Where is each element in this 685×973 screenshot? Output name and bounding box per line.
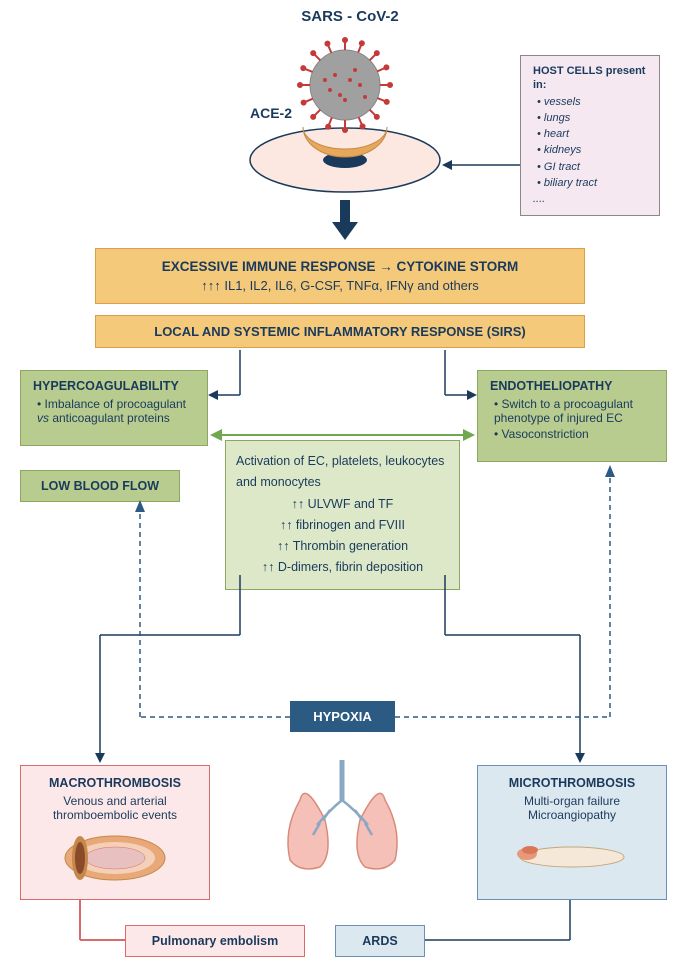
immune-response-detail: ↑↑↑ IL1, IL2, IL6, G-CSF, TNFα, IFNγ and… (106, 278, 574, 293)
micro-title: MICROTHROMBOSIS (490, 776, 654, 790)
activation-line: ↑↑ D-dimers, fibrin deposition (236, 557, 449, 578)
host-cells-item: vessels (537, 95, 647, 109)
host-cells-item: GI tract (537, 160, 647, 174)
hypercoagulability-box: HYPERCOAGULABILITY Imbalance of procoagu… (20, 370, 208, 446)
micro-line1: Multi-organ failure (490, 794, 654, 808)
host-cells-ellipsis: .... (533, 192, 647, 206)
host-cells-item: kidneys (537, 143, 647, 157)
hypercoag-item: Imbalance of procoagulant vs anticoagula… (37, 397, 195, 425)
sirs-box: LOCAL AND SYSTEMIC INFLAMMATORY RESPONSE… (95, 315, 585, 348)
macro-title: MACROTHROMBOSIS (33, 776, 197, 790)
vessel-icon (60, 830, 170, 885)
activation-line: ↑↑ fibrinogen and FVIII (236, 515, 449, 536)
hypercoag-title: HYPERCOAGULABILITY (33, 379, 195, 393)
microthrombosis-box: MICROTHROMBOSIS Multi-organ failure Micr… (477, 765, 667, 900)
ace2-label: ACE-2 (250, 105, 292, 121)
endothel-item: Vasoconstriction (494, 427, 654, 441)
lungs-icon (275, 745, 410, 875)
macrothrombosis-box: MACROTHROMBOSIS Venous and arterial thro… (20, 765, 210, 900)
immune-response-title: EXCESSIVE IMMUNE RESPONSE → CYTOKINE STO… (106, 259, 574, 274)
activation-line: ↑↑ Thrombin generation (236, 536, 449, 557)
macro-subtitle: Venous and arterial thromboembolic event… (33, 794, 197, 822)
ards-box: ARDS (335, 925, 425, 957)
host-cells-item: biliary tract (537, 176, 647, 190)
endothel-item: Switch to a procoagulant phenotype of in… (494, 397, 654, 425)
pe-box: Pulmonary embolism (125, 925, 305, 957)
capillary-icon (512, 832, 632, 877)
activation-box: Activation of EC, platelets, leukocytes … (225, 440, 460, 590)
activation-line: ↑↑ ULVWF and TF (236, 494, 449, 515)
virus-label: SARS - CoV-2 (270, 8, 430, 25)
micro-line2: Microangiopathy (490, 808, 654, 822)
activation-line: Activation of EC, platelets, leukocytes … (236, 451, 449, 494)
host-cells-item: heart (537, 127, 647, 141)
host-cells-item: lungs (537, 111, 647, 125)
immune-response-box: EXCESSIVE IMMUNE RESPONSE → CYTOKINE STO… (95, 248, 585, 304)
host-cells-box: HOST CELLS present in: vessels lungs hea… (520, 55, 660, 216)
hypoxia-box: HYPOXIA (290, 701, 395, 732)
low-blood-flow-box: LOW BLOOD FLOW (20, 470, 180, 502)
host-cells-title: HOST CELLS present in: (533, 64, 647, 93)
endothel-title: ENDOTHELIOPATHY (490, 379, 654, 393)
endotheliopathy-box: ENDOTHELIOPATHY Switch to a procoagulant… (477, 370, 667, 462)
